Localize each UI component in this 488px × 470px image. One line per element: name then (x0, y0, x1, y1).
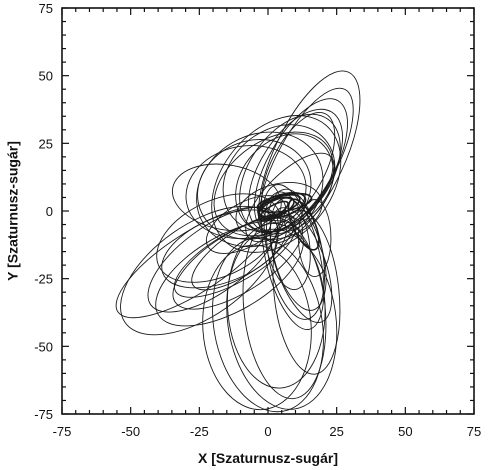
orbit-44 (258, 200, 289, 222)
y-tick-label: 0 (46, 204, 53, 219)
orbit-29 (269, 197, 327, 311)
x-tick-label: 0 (264, 424, 271, 439)
orbit-22 (115, 206, 273, 319)
y-tick-labels: 75 50 25 0 -25 -50 -75 (34, 1, 53, 422)
orbit-17 (172, 215, 304, 310)
x-tick-label: 50 (398, 424, 412, 439)
orbit-2 (259, 87, 354, 237)
orbit-26 (171, 163, 282, 232)
orbit-33 (226, 228, 338, 410)
y-tick-label: 75 (39, 1, 53, 16)
axis-ticks (61, 7, 475, 415)
orbit-27 (261, 184, 325, 330)
orbit-43 (256, 192, 313, 213)
y-tick-label: 50 (39, 69, 53, 84)
orbit-trajectories (115, 70, 361, 413)
x-tick-labels: -75 -50 -25 0 25 50 75 (53, 424, 482, 439)
orbit-16 (155, 220, 304, 327)
x-tick-label: -50 (121, 424, 140, 439)
orbit-39 (287, 198, 320, 251)
orbit-24 (156, 193, 281, 283)
y-tick-label: -50 (34, 339, 53, 354)
x-tick-label: 25 (329, 424, 343, 439)
x-tick-label: -75 (53, 424, 72, 439)
orbit-9 (213, 131, 334, 237)
y-tick-label: -75 (34, 407, 53, 422)
x-tick-label: 75 (467, 424, 481, 439)
x-tick-label: -25 (190, 424, 209, 439)
y-axis-label: Y [Szaturnusz-sugár] (5, 141, 21, 281)
orbit-25 (206, 195, 287, 254)
y-tick-label: -25 (34, 272, 53, 287)
y-tick-label: 25 (39, 136, 53, 151)
orbit-30 (263, 191, 311, 291)
orbit-34 (212, 237, 324, 413)
orbit-4 (247, 108, 343, 232)
orbit-11 (197, 139, 312, 240)
orbit-31 (269, 207, 333, 323)
orbit-10 (196, 131, 324, 248)
orbit-13 (211, 115, 342, 253)
orbit-35 (202, 244, 312, 411)
orbit-36 (226, 222, 326, 389)
x-axis-label: X [Szaturnusz-sugár] (198, 450, 338, 466)
